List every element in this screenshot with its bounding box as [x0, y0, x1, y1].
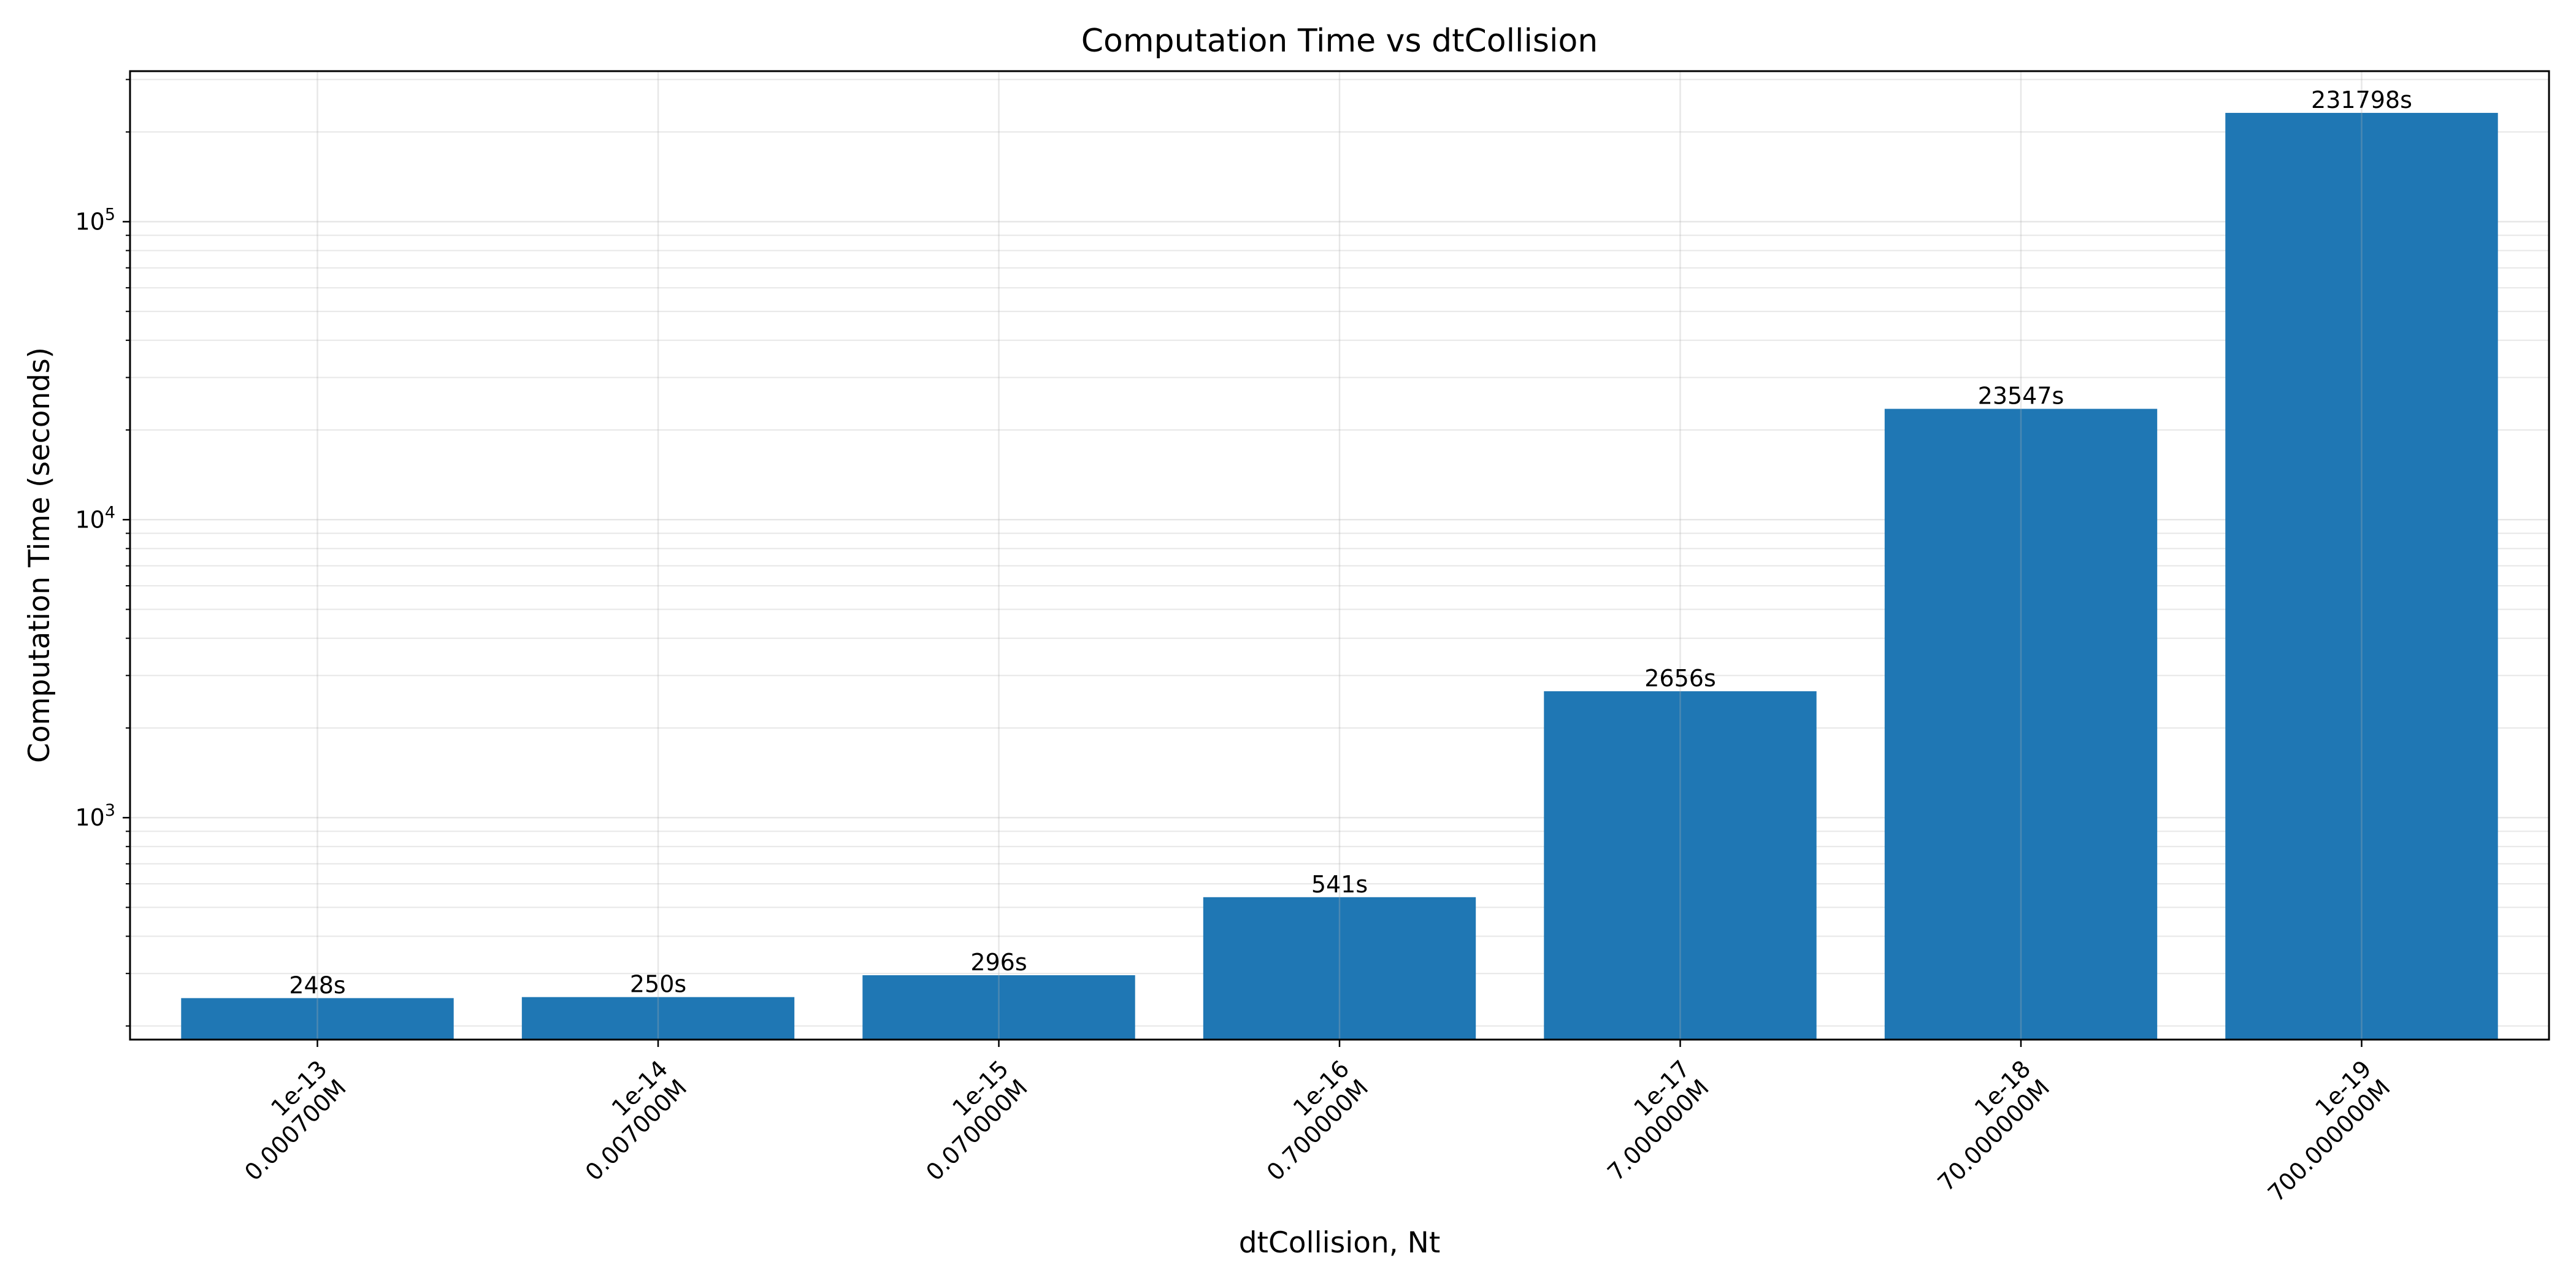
x-axis-label: dtCollision, Nt — [1239, 1226, 1441, 1260]
bar-1e-18 — [1884, 408, 2158, 1040]
x-tick-label: 1e-140.007000M — [561, 1055, 692, 1186]
x-tick-label: 1e-19700.000000M — [2244, 1055, 2396, 1207]
x-tick-label: 1e-150.070000M — [902, 1055, 1032, 1186]
bar-1e-14 — [521, 997, 795, 1040]
bar-value-label: 23547s — [1978, 383, 2064, 410]
bar-value-label: 248s — [289, 972, 345, 999]
x-tick-label: 1e-160.700000M — [1243, 1055, 1373, 1186]
bar-1e-16 — [1203, 897, 1476, 1040]
bar-value-label: 231798s — [2311, 86, 2412, 113]
y-tick-label: 103 — [75, 801, 115, 831]
bar-value-label: 296s — [970, 949, 1027, 976]
y-axis-label: Computation Time (seconds) — [23, 347, 56, 763]
bar-value-label: 541s — [1311, 871, 1368, 898]
x-tick-label: 1e-130.000700M — [220, 1055, 351, 1186]
bar-value-label: 250s — [630, 971, 686, 998]
y-tick-label: 105 — [75, 205, 115, 235]
x-tick-label: 1e-177.000000M — [1583, 1055, 1714, 1186]
bar-1e-17 — [1544, 691, 1817, 1040]
y-tick-label: 104 — [75, 503, 115, 533]
plot-frame — [129, 70, 2550, 1041]
bar-1e-15 — [862, 975, 1135, 1040]
grid-overlay — [316, 71, 2363, 1040]
bars-layer — [181, 113, 2498, 1040]
bar-1e-19 — [2225, 113, 2498, 1040]
bar-value-label: 2656s — [1644, 665, 1716, 692]
data-labels-layer: 248s 250s 296s 541s 2656s 23547s 231798s — [289, 86, 2412, 999]
chart-title: Computation Time vs dtCollision — [1081, 23, 1598, 59]
bar-1e-13 — [181, 998, 454, 1040]
x-tick-label: 1e-1870.000000M — [1914, 1055, 2055, 1197]
